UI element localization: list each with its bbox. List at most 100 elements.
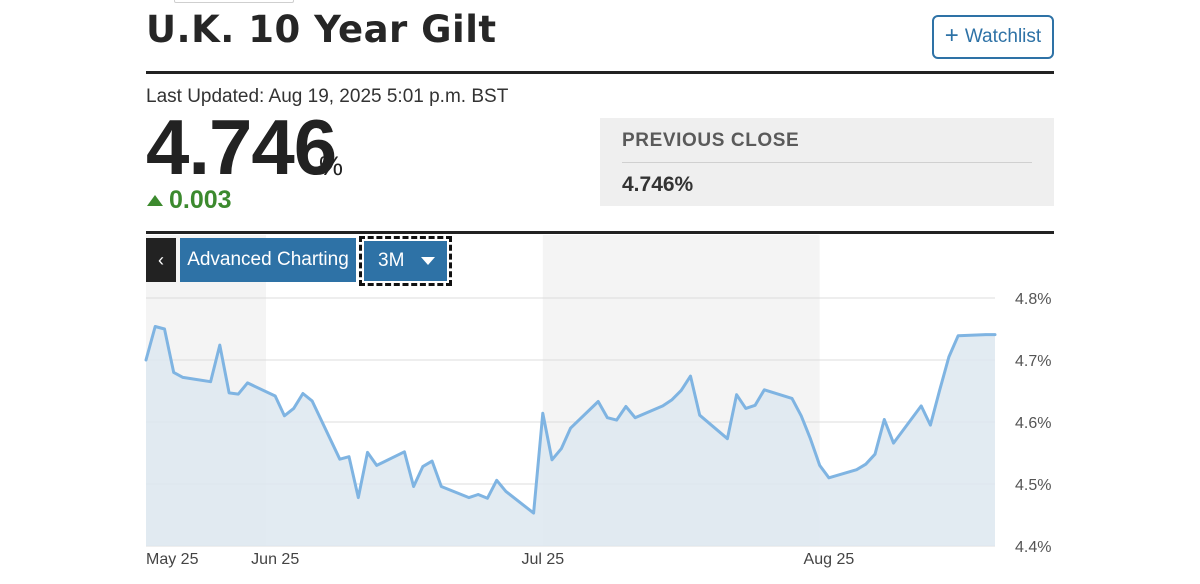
y-tick-label: 4.8%	[1015, 291, 1051, 308]
data-point	[873, 453, 877, 456]
data-point	[486, 497, 489, 500]
data-point	[855, 468, 858, 471]
data-point	[938, 389, 941, 392]
data-point	[357, 496, 360, 499]
data-point	[338, 458, 341, 461]
data-point	[218, 343, 221, 347]
data-point	[172, 371, 175, 374]
range-select[interactable]: 3M	[359, 236, 452, 286]
data-point	[375, 464, 378, 467]
data-point	[809, 437, 812, 440]
data-point	[246, 381, 249, 385]
price-change-value: 0.003	[169, 186, 232, 214]
data-point	[366, 451, 369, 454]
data-point	[504, 490, 508, 493]
data-point	[569, 427, 572, 430]
header-divider	[146, 71, 1054, 74]
series-area	[146, 326, 995, 546]
data-point	[209, 380, 212, 383]
data-point	[864, 463, 867, 466]
caret-down-icon	[421, 257, 435, 265]
data-point	[606, 416, 609, 419]
data-point	[800, 414, 803, 417]
previous-close-label: PREVIOUS CLOSE	[622, 130, 800, 151]
page-title: U.K. 10 Year Gilt	[146, 8, 497, 51]
data-point	[947, 355, 951, 359]
data-point	[726, 437, 729, 440]
data-point	[310, 399, 314, 403]
data-point	[181, 376, 185, 379]
data-point	[597, 400, 600, 403]
data-point	[689, 374, 692, 378]
data-point	[467, 496, 471, 499]
data-point	[227, 391, 231, 395]
chart-back-button[interactable]: ‹	[146, 238, 176, 282]
data-point	[680, 389, 683, 392]
data-point	[347, 455, 351, 458]
data-point	[412, 485, 415, 488]
data-point	[560, 447, 563, 450]
plus-icon: +	[944, 22, 959, 49]
watchlist-label: Watchlist	[964, 26, 1042, 47]
watchlist-button[interactable]: + Watchlist	[932, 15, 1054, 59]
last-updated: Last Updated: Aug 19, 2025 5:01 p.m. BST	[146, 86, 509, 107]
data-point	[698, 414, 701, 417]
range-select-value: 3M	[378, 250, 405, 271]
data-point	[744, 407, 747, 410]
y-tick-label: 4.6%	[1015, 415, 1051, 432]
data-point	[993, 333, 997, 336]
previous-close-value: 4.746%	[622, 173, 694, 196]
advanced-charting-button[interactable]: Advanced Charting	[180, 238, 356, 282]
data-point	[274, 394, 277, 398]
x-tick-label: Aug 25	[804, 551, 855, 568]
top-tab-stub	[174, 0, 294, 3]
data-point	[615, 418, 618, 422]
x-tick-label: Jul 25	[521, 551, 564, 568]
x-tick-label: May 25	[146, 551, 199, 568]
data-point	[763, 388, 766, 391]
y-tick-label: 4.7%	[1015, 353, 1051, 370]
data-point	[301, 392, 305, 395]
data-point	[892, 441, 895, 445]
data-point	[154, 325, 157, 328]
data-point	[661, 404, 664, 408]
price-unit: %	[319, 151, 344, 181]
data-point	[929, 423, 932, 427]
data-point	[532, 511, 535, 515]
range-select-box[interactable]: 3M	[364, 241, 447, 281]
chart-divider	[146, 231, 1054, 234]
chevron-left-icon: ‹	[158, 249, 164, 270]
data-point	[550, 458, 554, 461]
data-point	[790, 397, 794, 400]
data-point	[430, 459, 434, 463]
data-point	[956, 334, 960, 337]
data-point	[670, 398, 674, 401]
data-point	[163, 327, 166, 331]
x-tick-label: Jun 25	[251, 551, 299, 568]
data-point	[403, 450, 406, 453]
y-tick-label: 4.5%	[1015, 477, 1051, 494]
data-point	[753, 404, 757, 407]
data-point	[292, 407, 295, 410]
data-point	[440, 485, 443, 488]
data-point	[920, 404, 923, 408]
data-point	[818, 464, 821, 467]
data-point	[541, 412, 544, 415]
data-point	[495, 479, 498, 482]
data-point	[827, 476, 831, 479]
data-point	[624, 405, 628, 408]
previous-close-panel: PREVIOUS CLOSE 4.746%	[600, 118, 1054, 206]
data-point	[421, 465, 424, 468]
data-point	[283, 414, 286, 417]
data-point	[237, 392, 240, 396]
previous-close-divider	[622, 162, 1032, 163]
data-point	[477, 493, 480, 496]
price-change: 0.003	[147, 186, 232, 215]
data-point	[883, 418, 886, 421]
data-point	[984, 333, 987, 336]
y-tick-label: 4.4%	[1015, 539, 1051, 556]
data-point	[144, 358, 148, 362]
price-value: 4.746	[146, 103, 337, 191]
data-point	[735, 393, 738, 396]
